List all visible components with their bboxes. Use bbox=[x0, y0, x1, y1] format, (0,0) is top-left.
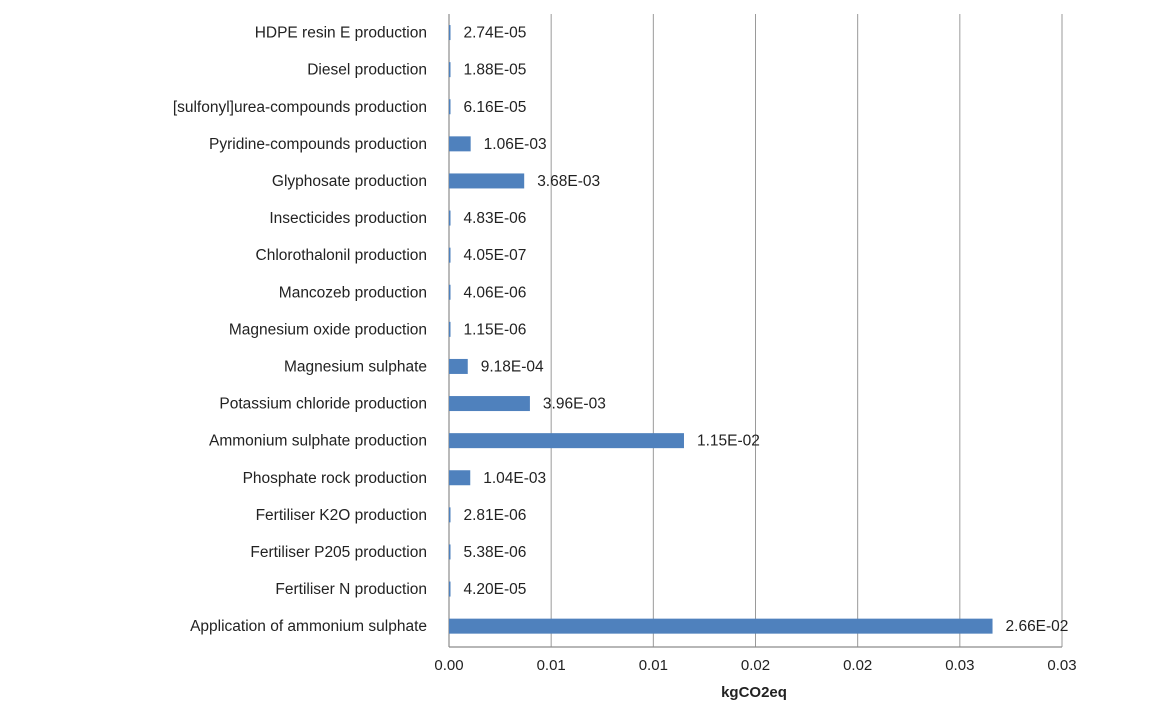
x-tick-label: 0.02 bbox=[741, 657, 770, 674]
data-label: 4.83E-06 bbox=[464, 210, 527, 227]
bar bbox=[449, 210, 451, 226]
category-label: Fertiliser P205 production bbox=[250, 544, 427, 561]
bar bbox=[449, 173, 525, 189]
category-label: Phosphate rock production bbox=[243, 470, 427, 487]
plot-background bbox=[85, 10, 1085, 700]
category-label: Fertiliser K2O production bbox=[256, 507, 427, 524]
category-label: Fertiliser N production bbox=[275, 581, 427, 598]
category-label: Chlorothalonil production bbox=[256, 247, 427, 264]
x-tick-label: 0.03 bbox=[1047, 657, 1076, 674]
bar bbox=[449, 247, 451, 263]
data-label: 1.06E-03 bbox=[484, 136, 547, 153]
data-label: 4.06E-06 bbox=[464, 284, 527, 301]
bar bbox=[449, 62, 451, 78]
data-label: 4.05E-07 bbox=[464, 247, 527, 264]
category-label: Application of ammonium sulphate bbox=[190, 618, 427, 635]
x-tick-labels: 0.00 0.01 0.01 0.02 0.02 0.03 0.03 bbox=[434, 657, 1076, 674]
gridlines bbox=[448, 14, 1063, 648]
category-label: HDPE resin E production bbox=[255, 25, 427, 42]
bar bbox=[449, 470, 471, 486]
bar bbox=[449, 507, 451, 523]
bar bbox=[449, 99, 451, 115]
data-label: 1.15E-02 bbox=[697, 433, 760, 450]
data-label: 1.04E-03 bbox=[483, 470, 546, 487]
category-label: Pyridine-compounds production bbox=[209, 136, 427, 153]
category-label: Magnesium oxide production bbox=[229, 321, 427, 338]
x-tick-label: 0.03 bbox=[945, 657, 974, 674]
bar bbox=[449, 433, 684, 449]
data-label: 2.81E-06 bbox=[464, 507, 527, 524]
category-label: Potassium chloride production bbox=[219, 396, 427, 413]
x-tick-label: 0.01 bbox=[639, 657, 668, 674]
bar bbox=[449, 25, 451, 41]
bar bbox=[449, 284, 451, 300]
bar bbox=[449, 321, 451, 337]
data-label: 4.20E-05 bbox=[464, 581, 527, 598]
data-label: 2.74E-05 bbox=[464, 25, 527, 42]
category-label: Ammonium sulphate production bbox=[209, 433, 427, 450]
data-label: 2.66E-02 bbox=[1006, 618, 1069, 635]
category-label: Glyphosate production bbox=[272, 173, 427, 190]
x-axis-title: kgCO2eq bbox=[721, 684, 787, 701]
category-label: [sulfonyl]urea-compounds production bbox=[173, 99, 427, 116]
bar bbox=[449, 544, 451, 560]
x-tick-label: 0.01 bbox=[537, 657, 566, 674]
category-label: Mancozeb production bbox=[279, 284, 427, 301]
bar bbox=[449, 136, 471, 152]
value-labels: 2.74E-05 1.88E-05 6.16E-05 1.06E-03 3.68E-03… bbox=[464, 25, 1069, 636]
bars bbox=[449, 25, 993, 634]
data-label: 3.68E-03 bbox=[537, 173, 600, 190]
data-label: 3.96E-03 bbox=[543, 396, 606, 413]
category-label: Insecticides production bbox=[269, 210, 427, 227]
data-label: 1.88E-05 bbox=[464, 62, 527, 79]
data-label: 1.15E-06 bbox=[464, 321, 527, 338]
data-label: 6.16E-05 bbox=[464, 99, 527, 116]
category-labels: HDPE resin E production Diesel production… bbox=[173, 25, 427, 636]
category-label: Diesel production bbox=[307, 62, 427, 79]
x-tick-label: 0.02 bbox=[843, 657, 872, 674]
bar bbox=[449, 581, 451, 597]
data-label: 9.18E-04 bbox=[481, 358, 544, 375]
bar bbox=[449, 618, 993, 634]
data-label: 5.38E-06 bbox=[464, 544, 527, 561]
x-tick-label: 0.00 bbox=[434, 657, 463, 674]
bar bbox=[449, 396, 530, 412]
bar bbox=[449, 358, 468, 374]
category-label: Magnesium sulphate bbox=[284, 358, 427, 375]
